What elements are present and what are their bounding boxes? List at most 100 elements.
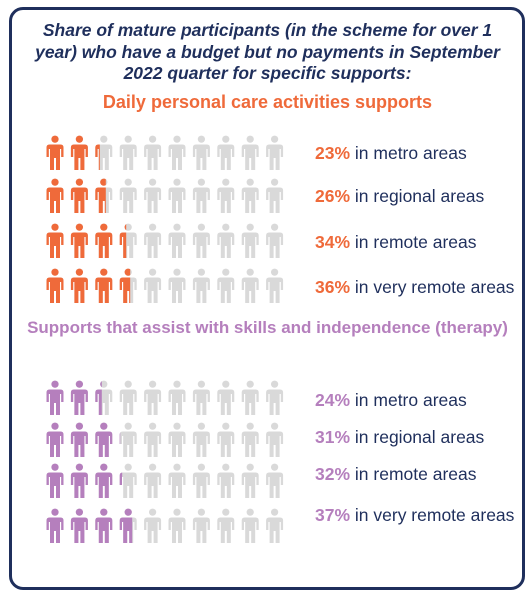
area-label: in regional areas bbox=[354, 427, 485, 447]
person-icon bbox=[70, 178, 88, 213]
person-icon bbox=[241, 268, 259, 303]
person-icon bbox=[217, 508, 235, 543]
person-icon bbox=[192, 422, 210, 457]
person-icon bbox=[192, 508, 210, 543]
person-icon bbox=[217, 223, 235, 258]
pictogram-icons bbox=[46, 178, 284, 213]
person-icon bbox=[144, 135, 162, 170]
pictogram-icons bbox=[46, 508, 284, 543]
person-icon bbox=[192, 380, 210, 415]
section-title-therapy: Supports that assist with skills and ind… bbox=[27, 318, 508, 337]
person-icon bbox=[217, 178, 235, 213]
person-icon bbox=[119, 508, 137, 543]
pictogram-row-therapy-metro bbox=[45, 380, 295, 420]
person-icon bbox=[192, 268, 210, 303]
person-icon bbox=[119, 135, 137, 170]
row-label-daily-metro: 23% in metro areas bbox=[315, 142, 515, 164]
pictogram-icons bbox=[46, 463, 284, 498]
infographic-card bbox=[9, 7, 525, 590]
area-label: in remote areas bbox=[354, 464, 477, 484]
person-icon bbox=[46, 135, 64, 170]
person-icon bbox=[144, 463, 162, 498]
person-icon bbox=[70, 135, 88, 170]
person-icon bbox=[144, 268, 162, 303]
person-icon bbox=[46, 380, 64, 415]
person-icon bbox=[266, 380, 284, 415]
person-icon bbox=[70, 268, 88, 303]
person-icon bbox=[217, 268, 235, 303]
pictogram-row-daily-regional bbox=[45, 178, 295, 218]
row-label-daily-regional: 26% in regional areas bbox=[315, 185, 515, 207]
person-icon bbox=[241, 178, 259, 213]
person-icon bbox=[192, 178, 210, 213]
infographic-title: Share of mature participants (in the sch… bbox=[35, 20, 500, 83]
row-label-therapy-regional: 31% in regional areas bbox=[315, 426, 515, 448]
person-icon bbox=[95, 380, 113, 415]
person-icon bbox=[192, 223, 210, 258]
person-icon bbox=[192, 135, 210, 170]
person-icon bbox=[217, 135, 235, 170]
person-icon bbox=[217, 422, 235, 457]
person-icon bbox=[266, 178, 284, 213]
area-label: in remote areas bbox=[354, 232, 477, 252]
person-icon bbox=[70, 422, 88, 457]
person-icon bbox=[70, 463, 88, 498]
person-icon bbox=[119, 463, 137, 498]
person-icon bbox=[95, 463, 113, 498]
person-icon bbox=[46, 223, 64, 258]
person-icon bbox=[266, 463, 284, 498]
person-icon bbox=[144, 380, 162, 415]
pictogram-icons bbox=[46, 223, 284, 258]
person-icon bbox=[119, 422, 137, 457]
percent-value: 32% bbox=[315, 464, 351, 484]
row-label-therapy-metro: 24% in metro areas bbox=[315, 389, 515, 411]
person-icon bbox=[168, 223, 186, 258]
person-icon bbox=[119, 178, 137, 213]
person-icon bbox=[144, 178, 162, 213]
area-label: in very remote areas bbox=[354, 277, 515, 297]
percent-value: 37% bbox=[315, 505, 351, 525]
person-icon bbox=[168, 508, 186, 543]
pictogram-row-therapy-remote bbox=[45, 463, 295, 503]
person-icon bbox=[241, 135, 259, 170]
pictogram-row-daily-metro bbox=[45, 135, 295, 175]
person-icon bbox=[168, 178, 186, 213]
percent-value: 36% bbox=[315, 277, 351, 297]
person-icon bbox=[95, 422, 113, 457]
person-icon bbox=[95, 178, 113, 213]
area-label: in very remote areas bbox=[354, 505, 515, 525]
person-icon bbox=[168, 380, 186, 415]
row-label-therapy-remote: 32% in remote areas bbox=[315, 463, 515, 485]
area-label: in regional areas bbox=[354, 186, 485, 206]
pictogram-row-therapy-very-remote bbox=[45, 508, 295, 548]
person-icon bbox=[168, 463, 186, 498]
row-label-therapy-very-remote: 37% in very remote areas bbox=[315, 504, 515, 526]
person-icon bbox=[241, 223, 259, 258]
person-icon bbox=[168, 135, 186, 170]
person-icon bbox=[241, 463, 259, 498]
person-icon bbox=[46, 463, 64, 498]
person-icon bbox=[192, 463, 210, 498]
pictogram-icons bbox=[46, 268, 284, 303]
percent-value: 23% bbox=[315, 143, 351, 163]
person-icon bbox=[46, 422, 64, 457]
person-icon bbox=[144, 508, 162, 543]
person-icon bbox=[95, 223, 113, 258]
percent-value: 26% bbox=[315, 186, 351, 206]
row-label-daily-very-remote: 36% in very remote areas bbox=[315, 276, 515, 298]
pictogram-row-daily-remote bbox=[45, 223, 295, 263]
person-icon bbox=[95, 268, 113, 303]
person-icon bbox=[217, 380, 235, 415]
person-icon bbox=[266, 223, 284, 258]
person-icon bbox=[266, 508, 284, 543]
person-icon bbox=[119, 223, 137, 258]
person-icon bbox=[144, 422, 162, 457]
person-icon bbox=[70, 223, 88, 258]
person-icon bbox=[46, 178, 64, 213]
pictogram-icons bbox=[46, 380, 284, 415]
pictogram-icons bbox=[46, 422, 284, 457]
area-label: in metro areas bbox=[354, 143, 467, 163]
person-icon bbox=[168, 268, 186, 303]
person-icon bbox=[168, 422, 186, 457]
person-icon bbox=[241, 422, 259, 457]
